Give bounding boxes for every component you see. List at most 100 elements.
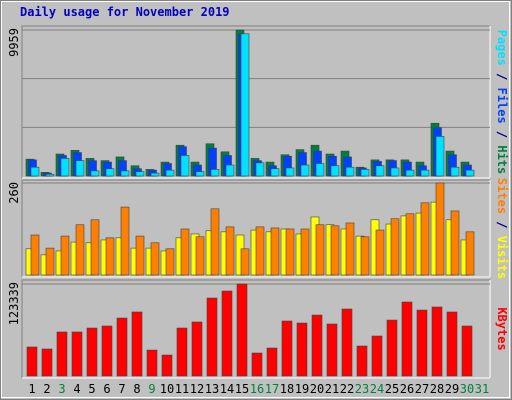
bar: [450, 210, 460, 276]
x-tick-label: 28: [430, 382, 444, 396]
bar: [120, 170, 130, 177]
y-tick-label: 9959: [7, 28, 21, 57]
bar: [45, 173, 55, 177]
x-tick-label: 14: [220, 382, 234, 396]
bar: [161, 354, 173, 377]
bar: [300, 228, 310, 276]
bar: [90, 170, 100, 177]
bar: [120, 206, 130, 276]
x-tick-label: 4: [73, 382, 80, 396]
bar: [30, 234, 40, 276]
bar: [360, 236, 370, 276]
x-tick-label: 17: [265, 382, 279, 396]
bar: [105, 237, 115, 276]
legend: KBytes: [495, 307, 509, 350]
bar: [431, 306, 443, 377]
bar: [386, 319, 398, 377]
bar: [150, 242, 160, 276]
x-tick-label: 13: [205, 382, 219, 396]
bar: [71, 331, 83, 377]
bar: [285, 167, 295, 177]
bar: [435, 136, 445, 177]
bar: [60, 235, 70, 276]
bar: [131, 311, 143, 377]
legend-separator: /: [495, 66, 509, 88]
bar: [251, 352, 263, 377]
plot-area: [21, 25, 491, 179]
bar: [195, 171, 205, 177]
bar: [446, 311, 458, 377]
bar: [341, 308, 353, 377]
bar: [371, 335, 383, 377]
x-tick-label: 27: [415, 382, 429, 396]
x-tick-label: 31: [475, 382, 489, 396]
bar: [375, 229, 385, 276]
x-tick-label: 30: [460, 382, 474, 396]
bar: [360, 169, 370, 177]
x-tick-label: 29: [445, 382, 459, 396]
x-tick-label: 18: [280, 382, 294, 396]
bar: [75, 160, 85, 177]
bar: [330, 165, 340, 177]
bar: [206, 297, 218, 377]
x-tick-label: 19: [295, 382, 309, 396]
bar: [255, 226, 265, 276]
bar: [315, 224, 325, 276]
legend-entry: Files: [495, 88, 509, 124]
x-tick-label: 1: [28, 382, 35, 396]
bar: [416, 309, 428, 377]
bar: [435, 182, 445, 276]
legend-entry: Pages: [495, 30, 509, 66]
bar: [41, 348, 53, 377]
x-tick-label: 7: [118, 382, 125, 396]
bar: [225, 164, 235, 177]
x-tick-label: 25: [385, 382, 399, 396]
bar: [285, 228, 295, 276]
bar: [326, 323, 338, 377]
bar: [236, 283, 248, 377]
bar: [210, 208, 220, 276]
x-tick-label: 20: [310, 382, 324, 396]
legend-separator: /: [495, 124, 509, 146]
bar: [461, 325, 473, 377]
bar: [240, 33, 250, 177]
bar: [165, 169, 175, 177]
x-tick-label: 24: [370, 382, 384, 396]
bar: [45, 247, 55, 276]
bar: [465, 169, 475, 177]
x-tick-label: 26: [400, 382, 414, 396]
bar: [296, 322, 308, 377]
bar: [240, 248, 250, 276]
bar: [116, 317, 128, 377]
bar: [176, 327, 188, 377]
legend-entry: KBytes: [495, 307, 509, 350]
bar: [135, 171, 145, 177]
legend-separator: /: [495, 214, 509, 236]
bar: [311, 314, 323, 377]
bar: [180, 155, 190, 177]
x-tick-label: 15: [235, 382, 249, 396]
y-tick-label: 260: [7, 182, 21, 204]
bar: [356, 345, 368, 377]
bar: [210, 169, 220, 177]
bar: [390, 218, 400, 276]
x-tick-label: 2: [43, 382, 50, 396]
x-tick-label: 12: [190, 382, 204, 396]
bar: [75, 224, 85, 276]
x-tick-label: 16: [250, 382, 264, 396]
bar: [401, 301, 413, 377]
bar: [270, 168, 280, 177]
bar: [225, 226, 235, 276]
bar: [26, 346, 38, 377]
x-tick-label: 6: [103, 382, 110, 396]
bar: [221, 290, 233, 377]
bar: [300, 164, 310, 177]
bar: [180, 228, 190, 276]
bar: [146, 349, 158, 377]
bar: [105, 168, 115, 177]
bar: [450, 166, 460, 177]
bar: [281, 320, 293, 377]
bar: [60, 158, 70, 177]
